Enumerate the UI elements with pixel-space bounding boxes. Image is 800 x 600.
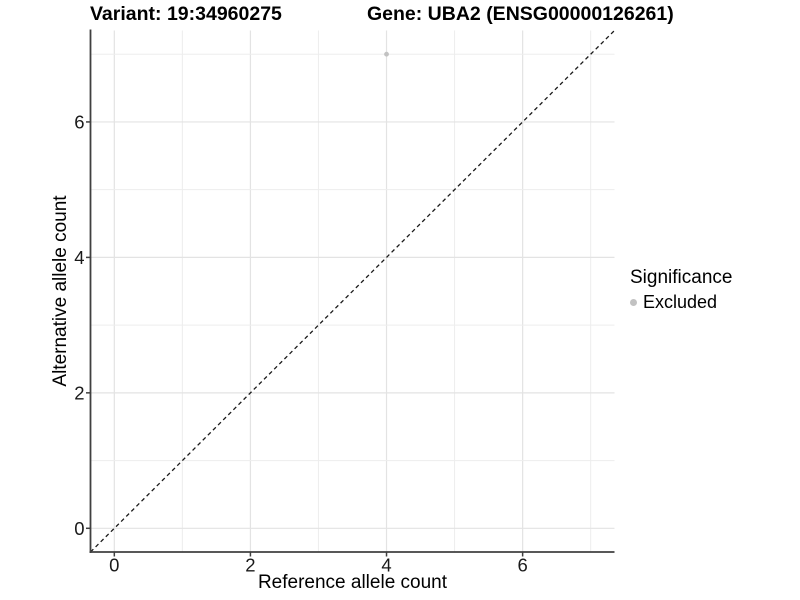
x-tick-label-2: 2: [245, 555, 255, 576]
x-tick-label-0: 0: [109, 555, 119, 576]
legend: Significance Excluded: [630, 267, 732, 313]
identity-dashed-line: [90, 30, 615, 553]
legend-item-excluded: Excluded: [630, 291, 732, 313]
x-tick-label-4: 4: [381, 555, 391, 576]
legend-item-label: Excluded: [643, 291, 718, 312]
y-tick-label-0: 0: [74, 518, 84, 539]
x-tick-label-6: 6: [517, 555, 527, 576]
y-axis-title: Alternative allele count: [50, 195, 71, 387]
legend-title: Significance: [630, 267, 733, 288]
x-axis-title: Reference allele count: [257, 572, 448, 593]
legend-key-dot-icon: [630, 299, 637, 307]
plot-title-gene: Gene: UBA2 (ENSG00000126261): [367, 3, 674, 25]
plot-title-variant: Variant: 19:34960275: [90, 3, 282, 25]
data-point-0: [384, 51, 389, 57]
y-tick-label-2: 2: [74, 382, 84, 403]
y-tick-label-6: 6: [74, 111, 84, 132]
y-tick-label-4: 4: [74, 247, 84, 268]
